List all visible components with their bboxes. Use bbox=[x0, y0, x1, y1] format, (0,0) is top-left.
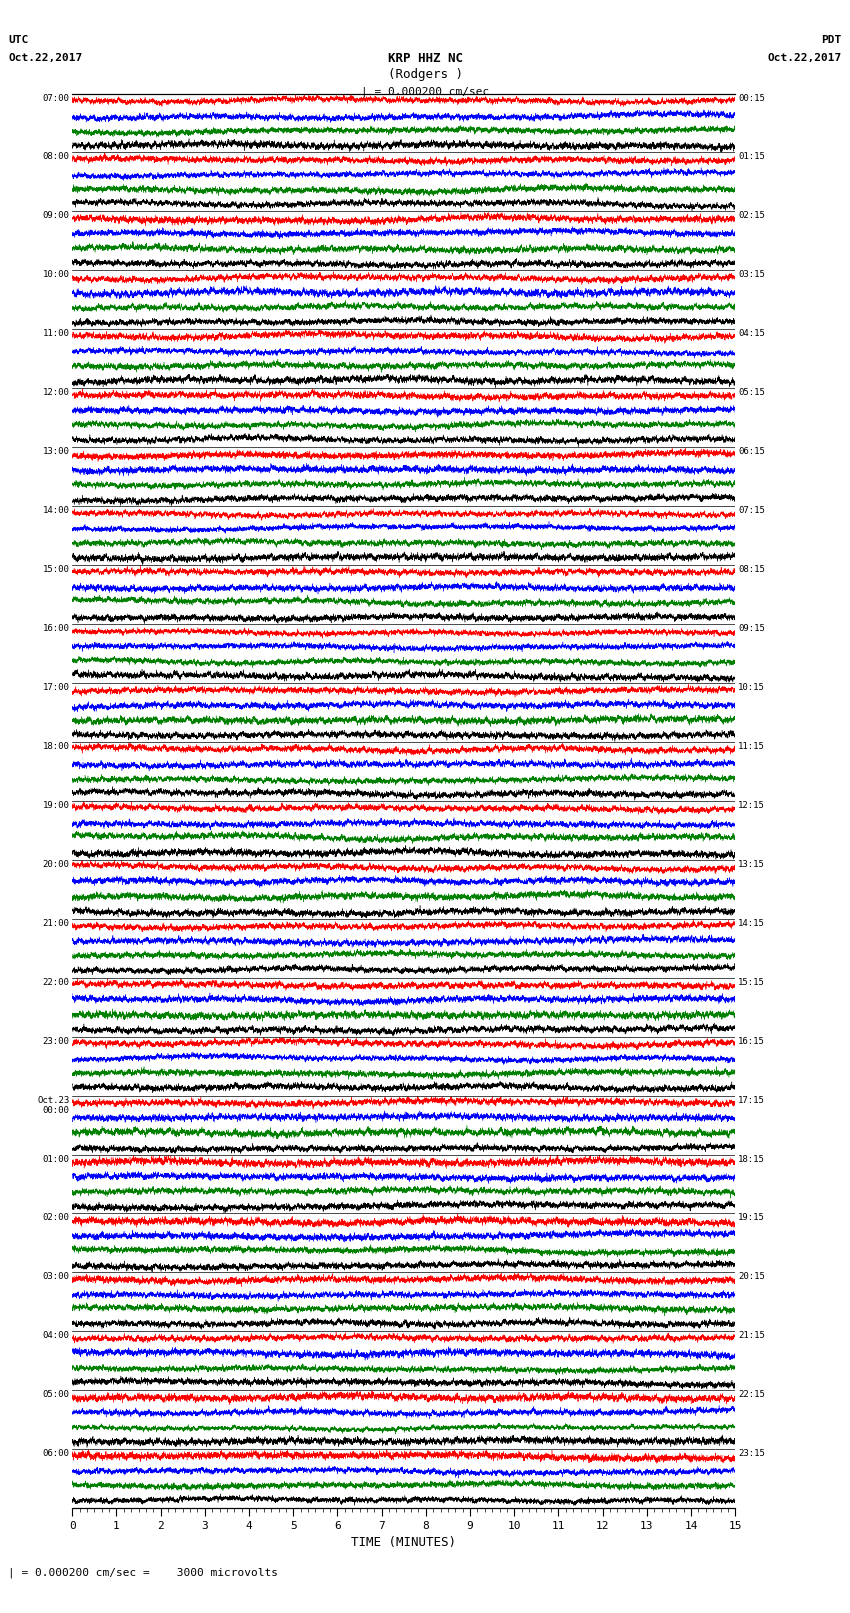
Text: Oct.22,2017: Oct.22,2017 bbox=[8, 53, 82, 63]
Text: | = 0.000200 cm/sec: | = 0.000200 cm/sec bbox=[361, 85, 489, 97]
Text: UTC: UTC bbox=[8, 35, 29, 45]
Text: PDT: PDT bbox=[821, 35, 842, 45]
Text: Oct.22,2017: Oct.22,2017 bbox=[768, 53, 842, 63]
Text: | = 0.000200 cm/sec =    3000 microvolts: | = 0.000200 cm/sec = 3000 microvolts bbox=[8, 1566, 279, 1578]
Text: KRP HHZ NC: KRP HHZ NC bbox=[388, 52, 462, 65]
Text: (Rodgers ): (Rodgers ) bbox=[388, 68, 462, 81]
X-axis label: TIME (MINUTES): TIME (MINUTES) bbox=[351, 1536, 456, 1548]
